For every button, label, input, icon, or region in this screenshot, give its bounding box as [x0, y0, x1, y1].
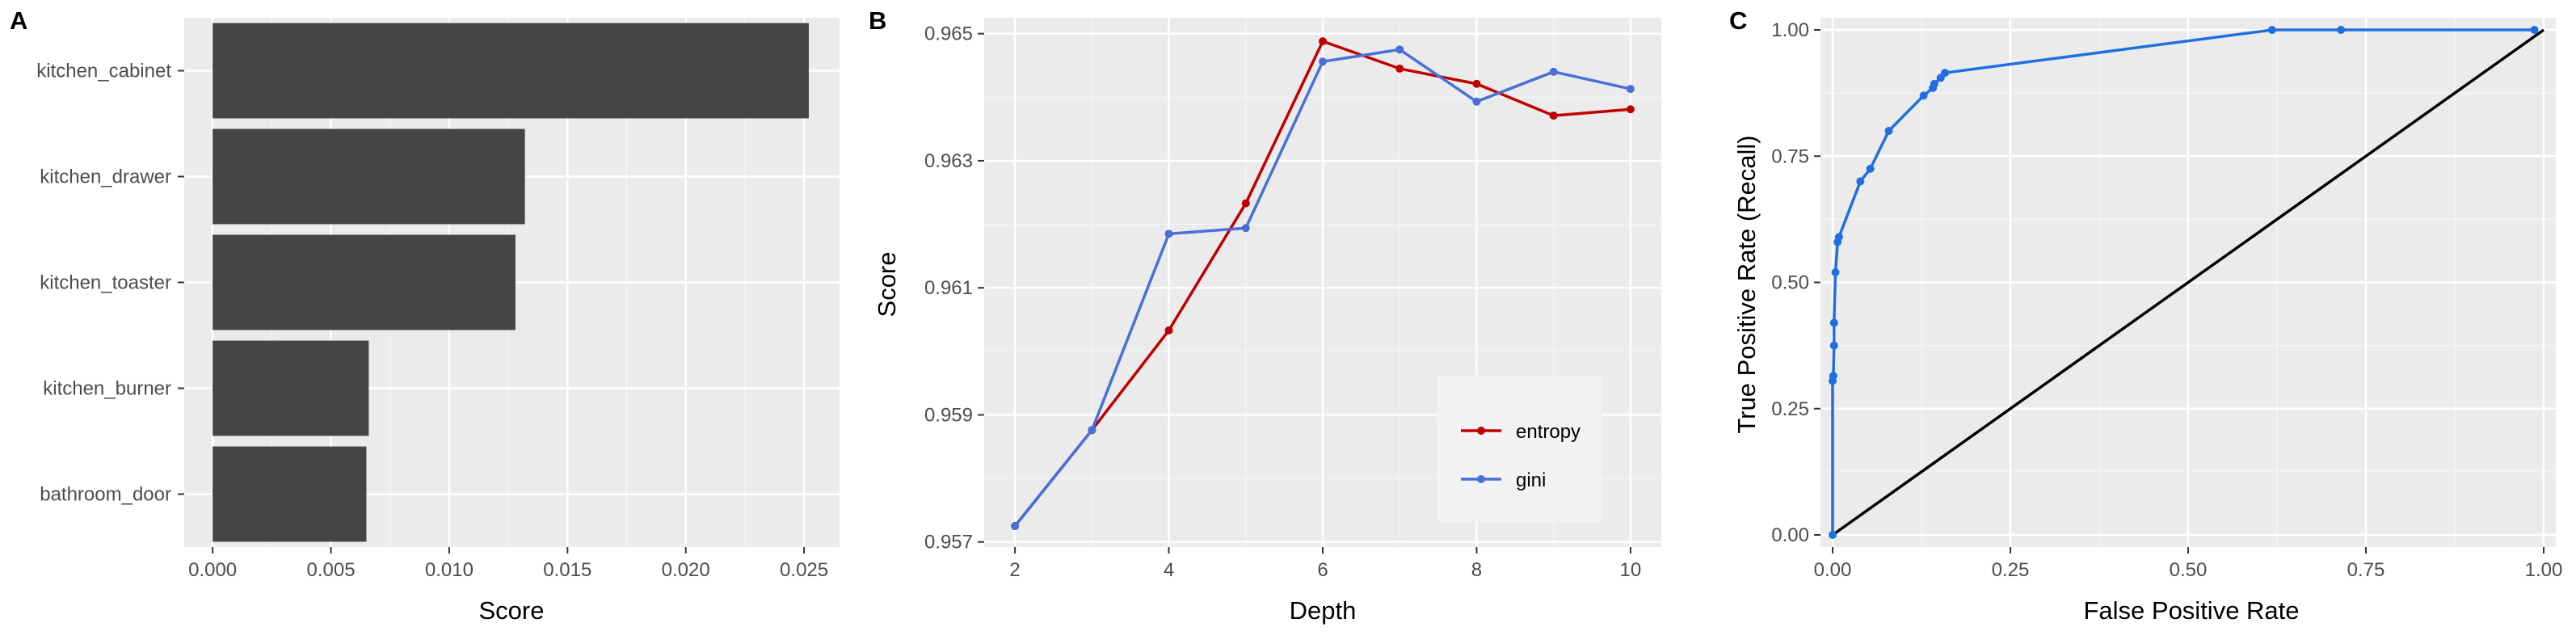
x-tick-label: 0.005 [306, 559, 355, 581]
roc-point [1941, 69, 1950, 78]
x-tick-label: 0.50 [2170, 559, 2208, 581]
y-tick-label: 0.961 [924, 277, 973, 299]
y-tick-label: 0.75 [1771, 145, 1809, 167]
y-tick-label: 0.00 [1771, 524, 1809, 546]
point-entropy [1319, 37, 1327, 46]
y-tick-label: kitchen_toaster [40, 272, 171, 294]
bar-kitchen-burner [213, 340, 369, 436]
panel-a: A kitchen_cabinet kitchen_drawer kitchen_t… [10, 6, 840, 625]
legend-label-entropy: entropy [1516, 421, 1581, 443]
x-tick-label: 2 [1009, 559, 1020, 581]
x-tick-label: 6 [1317, 559, 1328, 581]
x-tick-label: 0.000 [188, 559, 237, 581]
point-entropy [1241, 199, 1250, 208]
y-tick-label: 0.50 [1771, 272, 1809, 294]
point-gini [1088, 426, 1096, 435]
roc-point [1930, 79, 1938, 88]
panel-c-x-ticks: 0.00 0.25 0.50 0.75 1.00 [1814, 547, 2563, 581]
x-tick-label: 0.010 [425, 559, 474, 581]
point-entropy [1626, 105, 1635, 114]
y-tick-label: 0.957 [924, 532, 973, 554]
roc-point [1829, 372, 1837, 381]
x-tick-label: 4 [1164, 559, 1174, 581]
point-gini [1395, 45, 1404, 54]
point-gini [1241, 224, 1250, 233]
x-tick-label: 10 [1620, 559, 1642, 581]
panel-c-lines [1829, 26, 2545, 539]
panel-c-y-axis-title: True Positive Rate (Recall) [1732, 135, 1761, 433]
panel-label-a: A [10, 6, 27, 35]
panel-label-b: B [869, 6, 886, 35]
panel-b-y-axis-title: Score [873, 252, 901, 318]
y-tick-label: kitchen_cabinet [36, 61, 171, 82]
legend-box [1437, 376, 1602, 521]
y-tick-label: 0.963 [924, 150, 973, 172]
x-tick-label: 1.00 [2525, 559, 2563, 581]
roc-point [1866, 164, 1875, 173]
bar-kitchen-cabinet [213, 23, 809, 119]
y-tick-label: bathroom_door [40, 484, 171, 506]
point-entropy [1472, 79, 1481, 88]
point-entropy [1549, 112, 1558, 120]
bar-kitchen-drawer [213, 128, 525, 225]
y-tick-label: 0.965 [924, 23, 973, 45]
y-tick-label: 1.00 [1771, 19, 1809, 41]
roc-point [1829, 341, 1838, 350]
point-gini [1549, 67, 1558, 76]
diagonal-reference-line [1831, 28, 2545, 537]
panel-a-x-ticks: 0.000 0.005 0.010 0.015 0.020 0.025 [188, 547, 828, 581]
y-tick-label: 0.959 [924, 404, 973, 426]
panel-c-y-ticks: 0.00 0.25 0.50 0.75 1.00 [1771, 19, 1820, 546]
panel-a-bars [213, 23, 809, 542]
roc-point [1856, 177, 1865, 186]
x-tick-label: 0.25 [1992, 559, 2030, 581]
y-tick-label: kitchen_drawer [40, 166, 171, 188]
roc-point [2530, 26, 2539, 34]
x-tick-label: 0.00 [1814, 559, 1852, 581]
point-gini [1011, 522, 1020, 531]
roc-point [1829, 531, 1837, 539]
panel-a-x-axis-title: Score [479, 596, 545, 625]
panel-c-x-axis-title: False Positive Rate [2083, 596, 2299, 625]
bar-kitchen-toaster [213, 234, 516, 330]
panel-b-lines [1011, 37, 1635, 531]
y-tick-label: 0.25 [1771, 398, 1809, 420]
point-gini [1472, 97, 1481, 106]
x-tick-label: 0.025 [780, 559, 828, 581]
legend-key-entropy-dot [1477, 427, 1485, 435]
panel-b-x-axis-title: Depth [1290, 596, 1357, 625]
point-gini [1164, 229, 1173, 238]
panel-b-x-ticks: 2 4 6 8 10 [1009, 547, 1641, 581]
point-entropy [1164, 326, 1173, 335]
panel-c: C 0.00 0.25 0.50 0.75 1.00 0.00 0.25 0.50 0.75 1… [1729, 6, 2562, 625]
x-tick-label: 8 [1471, 559, 1482, 581]
roc-point [1884, 127, 1893, 135]
roc-point [1831, 268, 1840, 276]
panel-b: B 2 4 6 8 10 0.957 0.959 0.961 0.963 0.965 entro… [869, 6, 1661, 625]
x-tick-label: 0.020 [662, 559, 710, 581]
roc-point [1829, 318, 1838, 327]
x-tick-label: 0.015 [543, 559, 591, 581]
panel-b-y-ticks: 0.957 0.959 0.961 0.963 0.965 [924, 23, 984, 554]
panel-b-legend: entropy gini [1437, 376, 1602, 521]
point-gini [1626, 85, 1635, 94]
panel-a-y-ticks: kitchen_cabinet kitchen_drawer kitchen_toa… [36, 61, 184, 506]
legend-label-gini: gini [1516, 469, 1546, 491]
bar-bathroom-door [213, 446, 367, 542]
panel-label-c: C [1729, 6, 1747, 35]
x-tick-label: 0.75 [2347, 559, 2385, 581]
roc-point [1834, 233, 1843, 242]
point-gini [1319, 57, 1327, 66]
roc-point [2337, 26, 2346, 34]
roc-point [1919, 91, 1928, 100]
roc-point [2267, 26, 2276, 34]
y-tick-label: kitchen_burner [43, 378, 171, 400]
point-entropy [1395, 64, 1404, 73]
legend-key-gini-dot [1477, 475, 1485, 483]
